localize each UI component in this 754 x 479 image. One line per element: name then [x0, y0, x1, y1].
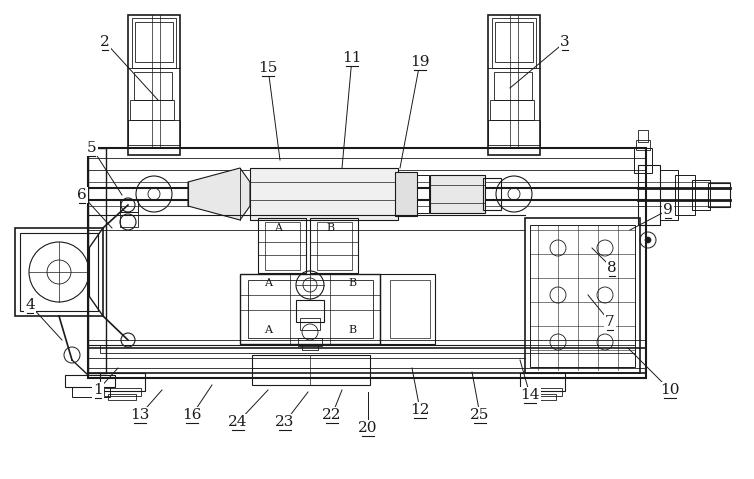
- Text: 15: 15: [259, 61, 277, 75]
- Bar: [88, 348, 646, 373]
- Polygon shape: [188, 168, 250, 220]
- Bar: [265, 222, 300, 270]
- Bar: [300, 318, 320, 330]
- Bar: [494, 72, 532, 100]
- Bar: [692, 180, 710, 210]
- Bar: [395, 172, 417, 216]
- Bar: [240, 274, 380, 344]
- Text: 20: 20: [358, 421, 378, 435]
- Circle shape: [645, 237, 651, 243]
- Bar: [530, 225, 635, 367]
- Bar: [708, 183, 730, 207]
- Bar: [135, 22, 173, 62]
- Bar: [258, 218, 306, 273]
- Text: 7: 7: [605, 315, 615, 329]
- Bar: [430, 175, 485, 213]
- Text: 3: 3: [560, 35, 570, 49]
- Bar: [310, 218, 358, 273]
- Text: 14: 14: [520, 388, 540, 402]
- Text: 2: 2: [100, 35, 110, 49]
- Bar: [134, 72, 172, 100]
- Bar: [108, 394, 136, 400]
- Bar: [120, 212, 138, 227]
- Bar: [20, 233, 98, 311]
- Bar: [417, 175, 429, 213]
- Bar: [88, 158, 646, 368]
- Bar: [675, 175, 695, 215]
- Bar: [525, 218, 640, 373]
- Text: 24: 24: [228, 415, 248, 429]
- Text: 10: 10: [661, 383, 680, 397]
- Bar: [317, 222, 352, 270]
- Text: 12: 12: [410, 403, 430, 417]
- Bar: [128, 15, 180, 155]
- Bar: [15, 228, 103, 316]
- Text: A: A: [274, 223, 282, 233]
- Bar: [88, 148, 106, 373]
- Bar: [130, 100, 174, 120]
- Bar: [296, 300, 324, 322]
- Text: 1: 1: [93, 383, 103, 397]
- Bar: [132, 18, 176, 68]
- Text: B: B: [326, 223, 334, 233]
- Text: 16: 16: [182, 408, 202, 422]
- Bar: [483, 178, 501, 210]
- Bar: [495, 22, 533, 62]
- Bar: [520, 373, 565, 391]
- Bar: [638, 165, 660, 225]
- Bar: [128, 120, 180, 145]
- Text: 5: 5: [87, 141, 97, 155]
- Bar: [492, 18, 536, 68]
- Bar: [528, 394, 556, 400]
- Text: 8: 8: [607, 261, 617, 275]
- Bar: [634, 148, 652, 173]
- Bar: [252, 355, 370, 385]
- Text: 22: 22: [322, 408, 342, 422]
- Bar: [100, 373, 145, 391]
- Bar: [488, 15, 540, 155]
- Bar: [120, 200, 138, 212]
- Bar: [660, 170, 678, 220]
- Bar: [638, 130, 648, 142]
- Bar: [248, 280, 373, 338]
- Bar: [250, 168, 398, 220]
- Text: 25: 25: [470, 408, 489, 422]
- Text: 23: 23: [275, 415, 295, 429]
- Text: B: B: [348, 278, 356, 288]
- Bar: [65, 375, 115, 387]
- Text: B: B: [348, 325, 356, 335]
- Bar: [298, 338, 322, 346]
- Text: 19: 19: [410, 55, 430, 69]
- Text: 9: 9: [663, 203, 673, 217]
- Bar: [525, 388, 562, 396]
- Text: A: A: [264, 325, 272, 335]
- Text: A: A: [264, 278, 272, 288]
- Bar: [100, 345, 635, 353]
- Bar: [302, 344, 318, 350]
- Text: 6: 6: [77, 188, 87, 202]
- Text: 4: 4: [25, 298, 35, 312]
- Bar: [88, 148, 646, 378]
- Bar: [380, 274, 435, 344]
- Bar: [636, 140, 650, 150]
- Bar: [104, 388, 141, 396]
- Bar: [490, 100, 534, 120]
- Bar: [488, 120, 540, 145]
- Text: 11: 11: [342, 51, 362, 65]
- Bar: [72, 387, 110, 397]
- Bar: [390, 280, 430, 338]
- Text: 13: 13: [130, 408, 150, 422]
